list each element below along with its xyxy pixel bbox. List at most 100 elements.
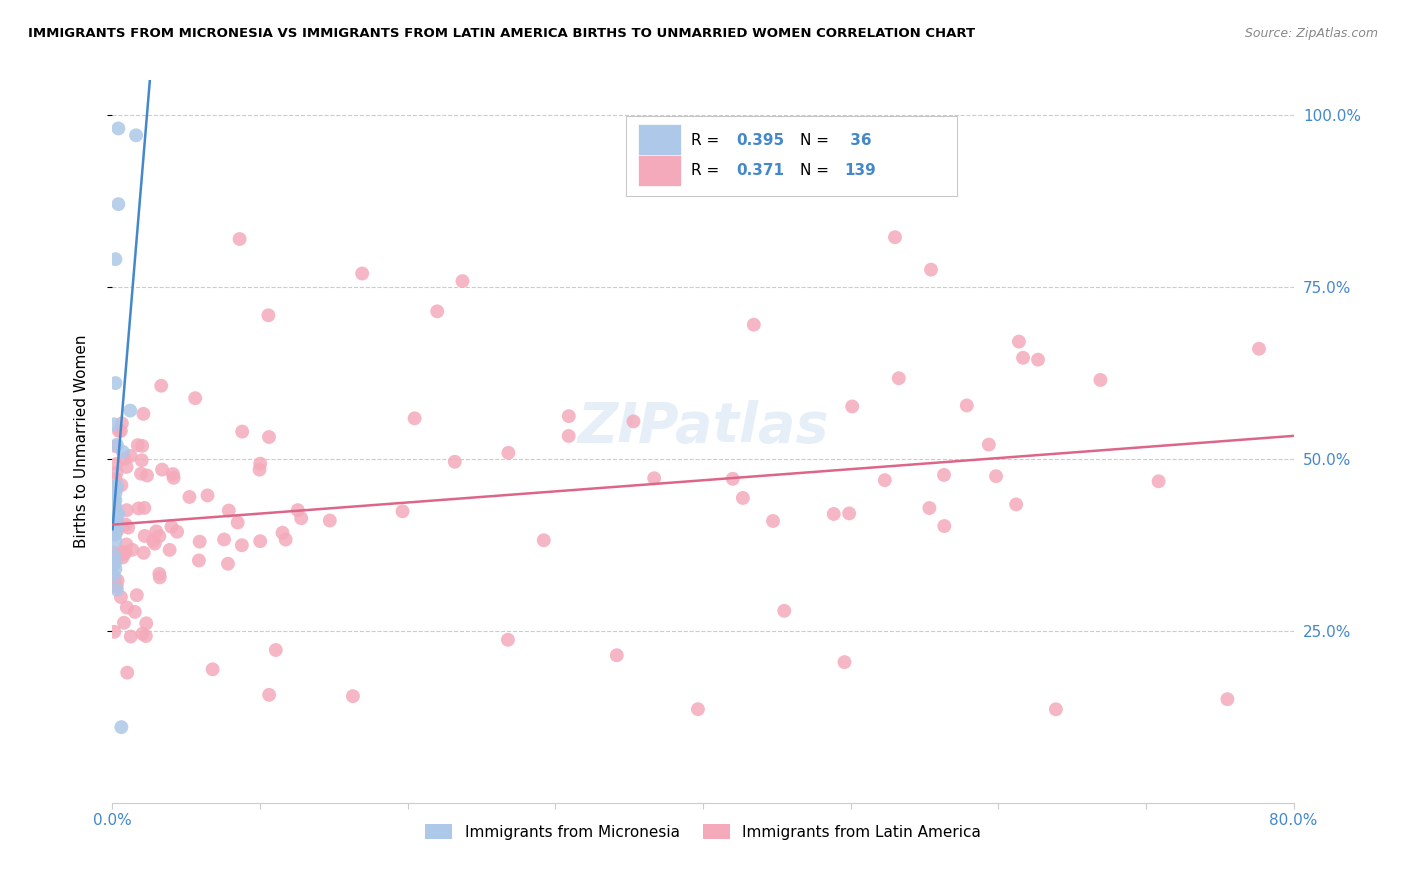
Point — [131, 453, 153, 467]
Point — [103, 514, 125, 528]
Point — [148, 566, 170, 581]
Point — [110, 424, 132, 438]
Point — [103, 514, 125, 528]
Point — [114, 517, 136, 532]
Point — [166, 524, 188, 539]
FancyBboxPatch shape — [638, 154, 681, 186]
Point — [111, 550, 134, 565]
Point — [112, 547, 135, 561]
Point — [606, 648, 628, 663]
Point — [823, 507, 845, 521]
Point — [257, 308, 280, 322]
Point — [142, 533, 165, 548]
Point — [201, 662, 224, 676]
Point — [131, 439, 153, 453]
Point — [742, 318, 765, 332]
Point — [110, 590, 132, 604]
Point — [249, 457, 271, 471]
Point — [103, 500, 125, 514]
Point — [451, 274, 474, 288]
Point — [104, 493, 127, 508]
Point — [103, 500, 125, 514]
Point — [228, 232, 250, 246]
Point — [129, 467, 152, 481]
Point — [773, 604, 796, 618]
Point — [105, 466, 128, 480]
Point — [887, 371, 910, 385]
Point — [134, 529, 156, 543]
Point — [834, 655, 856, 669]
Point — [873, 473, 896, 487]
Point — [111, 545, 134, 559]
Point — [104, 507, 127, 521]
Point — [218, 503, 240, 517]
Y-axis label: Births to Unmarried Women: Births to Unmarried Women — [75, 334, 89, 549]
Point — [762, 514, 785, 528]
Point — [1026, 352, 1049, 367]
Point — [115, 459, 138, 474]
Point — [721, 472, 744, 486]
Point — [623, 414, 645, 428]
Point — [104, 486, 127, 500]
Point — [114, 545, 136, 559]
Point — [103, 549, 125, 564]
Point — [104, 527, 127, 541]
Point — [249, 534, 271, 549]
Point — [319, 514, 342, 528]
Point — [426, 304, 449, 318]
Point — [1147, 475, 1170, 489]
Point — [135, 629, 157, 643]
Point — [1005, 497, 1028, 511]
Point — [212, 533, 235, 547]
Point — [271, 525, 294, 540]
Point — [342, 689, 364, 703]
Point — [884, 230, 907, 244]
Point — [287, 503, 309, 517]
Point — [643, 471, 665, 485]
Point — [103, 579, 125, 593]
Point — [111, 417, 134, 431]
Point — [984, 469, 1007, 483]
FancyBboxPatch shape — [638, 124, 681, 156]
Point — [188, 534, 211, 549]
Point — [112, 546, 135, 560]
Point — [120, 449, 142, 463]
Point — [145, 524, 167, 539]
Point — [1008, 334, 1031, 349]
Point — [103, 493, 125, 508]
Point — [115, 503, 138, 517]
Point — [103, 527, 125, 541]
Point — [187, 553, 209, 567]
Text: 36: 36 — [845, 133, 872, 148]
Point — [558, 409, 581, 424]
Point — [107, 521, 129, 535]
Point — [103, 503, 125, 517]
Point — [110, 720, 132, 734]
Point — [1012, 351, 1035, 365]
Point — [103, 548, 125, 562]
Point — [103, 572, 125, 586]
Point — [838, 507, 860, 521]
Point — [103, 517, 125, 532]
Point — [143, 536, 166, 550]
Point — [105, 481, 128, 495]
Point — [104, 520, 127, 534]
Point — [197, 488, 219, 502]
Point — [103, 546, 125, 560]
Point — [110, 478, 132, 492]
Point — [134, 500, 156, 515]
Point — [107, 424, 129, 438]
Point — [264, 643, 287, 657]
Point — [121, 542, 143, 557]
Text: N =: N = — [800, 133, 834, 148]
Point — [105, 582, 128, 597]
Point — [105, 507, 128, 521]
Text: Source: ZipAtlas.com: Source: ZipAtlas.com — [1244, 27, 1378, 40]
Point — [498, 446, 520, 460]
Point — [105, 578, 128, 592]
Point — [135, 616, 157, 631]
Point — [117, 520, 139, 534]
Point — [496, 632, 519, 647]
Text: 139: 139 — [845, 163, 876, 178]
Point — [105, 457, 128, 471]
